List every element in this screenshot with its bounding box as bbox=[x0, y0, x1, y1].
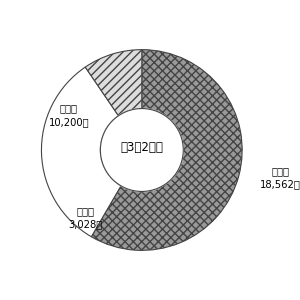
Text: 身　体
18,562人: 身 体 18,562人 bbox=[260, 166, 300, 189]
Wedge shape bbox=[41, 67, 121, 237]
Text: 精　神
10,200人: 精 神 10,200人 bbox=[48, 103, 89, 127]
Wedge shape bbox=[91, 50, 242, 250]
Wedge shape bbox=[85, 50, 142, 116]
Circle shape bbox=[100, 109, 183, 191]
Text: 約3．2万人: 約3．2万人 bbox=[120, 141, 163, 154]
Text: 知　的
3,028人: 知 的 3,028人 bbox=[68, 206, 102, 229]
